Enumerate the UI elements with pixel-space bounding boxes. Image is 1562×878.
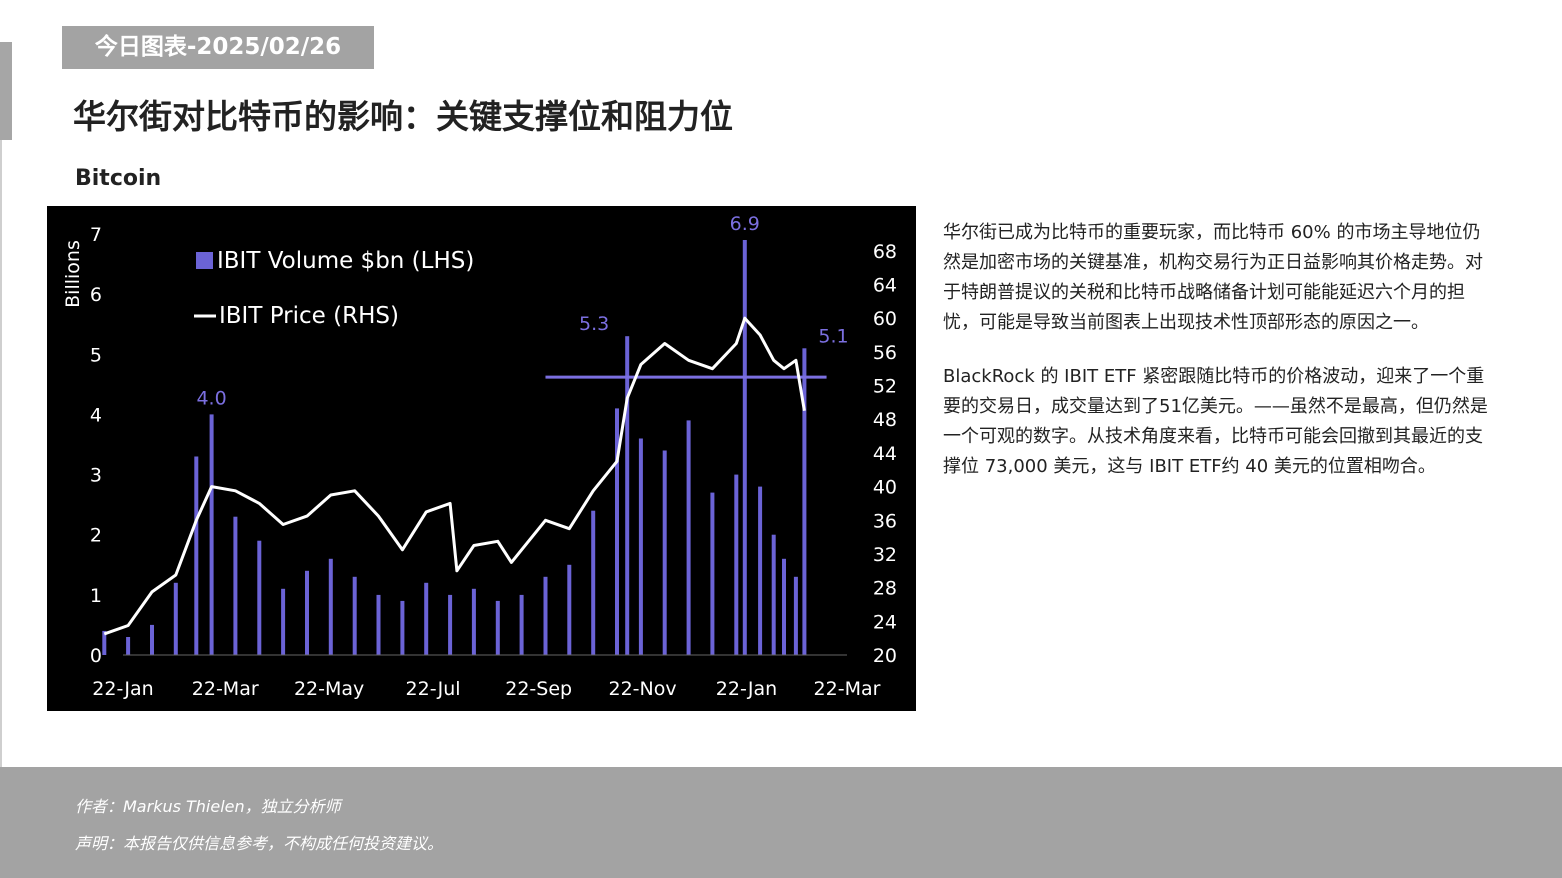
left-divider-line xyxy=(0,140,2,767)
volume-bar xyxy=(352,576,357,655)
legend-volume-swatch xyxy=(196,252,213,269)
volume-bar xyxy=(233,516,238,655)
x-tick-label: 22-Nov xyxy=(609,678,677,700)
volume-bar xyxy=(793,576,798,655)
y-axis-label: Billions xyxy=(62,240,84,308)
right-axis-ticks: 20 24 28 32 36 40 44 48 52 56 60 64 68 xyxy=(873,241,897,667)
volume-bar xyxy=(543,576,548,655)
commentary-paragraph-1: 华尔街已成为比特币的重要玩家，而比特币 60% 的市场主导地位仍然是加密市场的关… xyxy=(943,222,1483,333)
volume-bar xyxy=(710,492,715,655)
volume-bar xyxy=(782,558,786,655)
volume-bar xyxy=(400,600,405,655)
right-tick-label: 28 xyxy=(873,578,897,600)
x-tick-label: 22-Jan xyxy=(716,678,777,700)
page-title: 华尔街对比特币的影响：关键支撑位和阻力位 xyxy=(73,97,733,136)
right-tick-label: 68 xyxy=(873,241,897,263)
volume-bar xyxy=(567,564,572,655)
left-tick-label: 2 xyxy=(90,525,102,547)
footer-author: 作者：Markus Thielen，独立分析师 xyxy=(75,797,341,816)
volume-bar xyxy=(376,594,381,655)
left-axis-ticks: 0 1 2 3 4 5 6 7 xyxy=(90,224,102,667)
volume-bar xyxy=(771,534,776,655)
volume-bar xyxy=(257,540,262,655)
volume-bar xyxy=(495,600,500,655)
left-tick-label: 0 xyxy=(90,645,102,667)
volume-bar xyxy=(424,582,429,655)
volume-bar xyxy=(102,630,107,655)
volume-bar xyxy=(802,348,807,655)
x-tick-label: 22-Jan xyxy=(92,678,153,700)
volume-bars xyxy=(102,240,807,655)
x-tick-label: 22-Mar xyxy=(192,678,259,700)
left-tick-label: 1 xyxy=(90,585,102,607)
x-axis-ticks: 22-Jan 22-Mar 22-May 22-Jul 22-Sep 22-Nov 22-J… xyxy=(92,678,880,700)
left-tick-label: 5 xyxy=(90,344,102,366)
right-tick-label: 48 xyxy=(873,409,897,431)
legend-price-label: IBIT Price (RHS) xyxy=(219,303,399,329)
volume-bar xyxy=(686,420,691,655)
annotation-label: 5.1 xyxy=(818,325,848,347)
left-tick-label: 6 xyxy=(90,284,102,306)
footer-disclaimer: 声明：本报告仅供信息参考，不构成任何投资建议。 xyxy=(75,834,444,853)
volume-bar xyxy=(591,510,596,655)
volume-bar xyxy=(194,456,199,655)
commentary-paragraph-2: BlackRock 的 IBIT ETF 紧密跟随比特币的价格波动，迎来了一个重… xyxy=(943,366,1488,477)
volume-bar xyxy=(471,588,476,655)
left-tick-label: 4 xyxy=(90,404,102,426)
right-tick-label: 64 xyxy=(873,275,897,297)
volume-bar xyxy=(328,558,333,655)
peak-annotations: 4.0 5.3 6.9 5.1 xyxy=(196,213,848,409)
footer: 作者：Markus Thielen，独立分析师 声明：本报告仅供信息参考，不构成… xyxy=(0,767,1562,878)
date-tag: 今日图表-2025/02/26 xyxy=(62,26,374,69)
volume-bar xyxy=(734,474,739,655)
legend-volume-label: IBIT Volume $bn (LHS) xyxy=(217,248,474,274)
right-tick-label: 44 xyxy=(873,443,897,465)
right-tick-label: 24 xyxy=(873,611,897,633)
volume-bar xyxy=(173,582,178,655)
x-tick-label: 22-Jul xyxy=(406,678,461,700)
volume-bar xyxy=(615,408,619,655)
annotation-label: 5.3 xyxy=(579,313,609,335)
right-tick-label: 32 xyxy=(873,544,897,566)
volume-bar xyxy=(638,438,643,655)
right-tick-label: 60 xyxy=(873,308,897,330)
x-tick-label: 22-Sep xyxy=(505,678,572,700)
volume-bar xyxy=(305,570,309,655)
volume-bar xyxy=(742,240,747,655)
left-accent-bar xyxy=(0,42,12,140)
chart-title: Bitcoin xyxy=(75,166,162,191)
price-line xyxy=(103,316,806,636)
annotation-label: 4.0 xyxy=(196,387,226,409)
right-tick-label: 52 xyxy=(873,376,897,398)
commentary: 华尔街已成为比特币的重要玩家，而比特币 60% 的市场主导地位仍然是加密市场的关… xyxy=(943,218,1488,506)
volume-bar xyxy=(126,637,131,655)
right-tick-label: 40 xyxy=(873,477,897,499)
left-tick-label: 3 xyxy=(90,465,102,487)
volume-bar xyxy=(758,486,763,655)
annotation-label: 6.9 xyxy=(730,213,760,235)
right-tick-label: 20 xyxy=(873,645,897,667)
right-tick-label: 36 xyxy=(873,510,897,532)
left-tick-label: 7 xyxy=(90,224,102,246)
volume-bar xyxy=(662,450,667,655)
volume-bar xyxy=(209,414,214,655)
x-tick-label: 22-Mar xyxy=(814,678,881,700)
volume-bar xyxy=(519,594,524,655)
x-tick-label: 22-May xyxy=(294,678,364,700)
volume-bar xyxy=(150,624,154,655)
volume-bar xyxy=(448,594,453,655)
right-tick-label: 56 xyxy=(873,342,897,364)
volume-bar xyxy=(625,336,630,655)
volume-bar xyxy=(281,588,286,655)
